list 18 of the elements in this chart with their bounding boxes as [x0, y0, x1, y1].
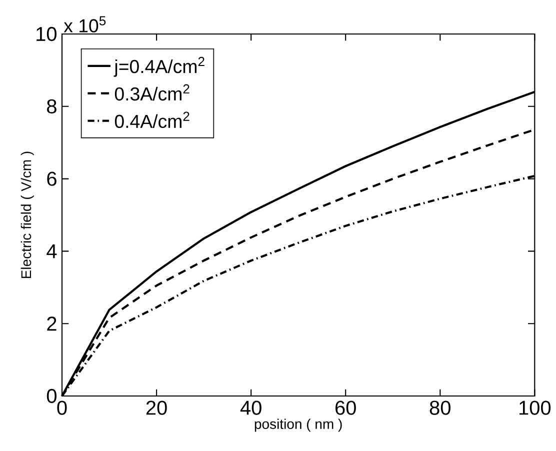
- y-tick-label: 6: [47, 172, 56, 186]
- x-axis-title: position ( nm ): [254, 418, 342, 432]
- legend-label: 0.4A/cm$^{2}$: [114, 112, 190, 128]
- y-tick-label: 4: [46, 244, 57, 258]
- y-tick-label: 8: [47, 99, 56, 114]
- x-tick-label: 20: [146, 400, 167, 416]
- y-tick-label: 10: [36, 27, 56, 42]
- x-tick-label: 80: [430, 400, 450, 416]
- legend-label: 0.3A/cm$^{2}$: [114, 84, 190, 101]
- x-tick-label: 60: [336, 400, 356, 416]
- legend-label: j=0.4A/cm$^{2}$: [114, 57, 204, 77]
- text: x 10$^{5}$: [64, 16, 106, 33]
- x-tick-label: 100: [520, 400, 551, 416]
- y-tick-label: 0: [46, 389, 56, 404]
- y-axis-title: Electric field ( V/cm ): [20, 152, 34, 278]
- y-tick-label: 2: [47, 316, 56, 331]
- x-tick-label: 0: [57, 400, 67, 416]
- x-tick-label: 40: [240, 400, 262, 416]
